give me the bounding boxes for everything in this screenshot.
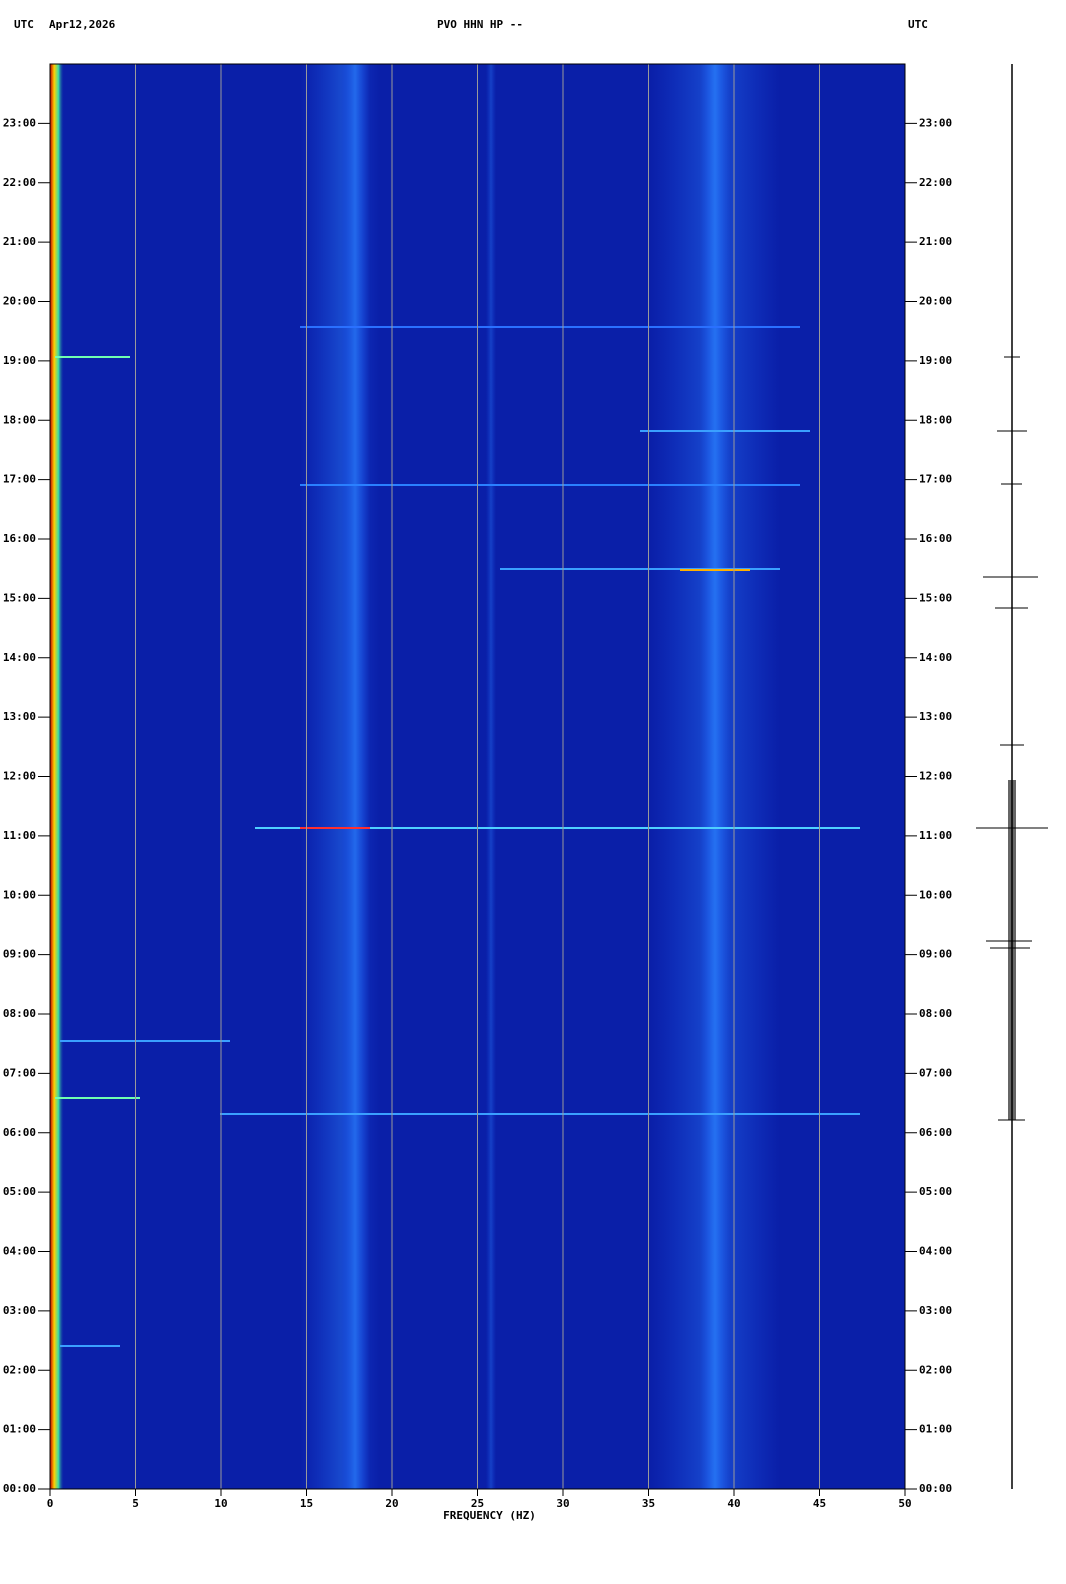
y-tick-label-right: 16:00	[919, 532, 952, 545]
y-tick-label-right: 04:00	[919, 1245, 952, 1258]
x-tick-label: 15	[300, 1497, 313, 1510]
y-tick-label-right: 02:00	[919, 1363, 952, 1376]
y-tick-label-right: 19:00	[919, 354, 952, 367]
x-tick-label: 25	[471, 1497, 484, 1510]
y-tick-label-right: 11:00	[919, 829, 952, 842]
y-tick-label-right: 01:00	[919, 1423, 952, 1436]
y-tick-label: 19:00	[3, 354, 36, 367]
x-tick-label: 45	[813, 1497, 826, 1510]
y-tick-label-right: 21:00	[919, 235, 952, 248]
y-tick-label: 03:00	[3, 1304, 36, 1317]
y-tick-label-right: 06:00	[919, 1126, 952, 1139]
y-tick-label-right: 07:00	[919, 1066, 952, 1079]
y-tick-label: 17:00	[3, 473, 36, 486]
y-tick-label: 15:00	[3, 591, 36, 604]
header-right: UTC	[908, 18, 928, 31]
y-tick-label-right: 20:00	[919, 295, 952, 308]
x-tick-label: 10	[214, 1497, 227, 1510]
y-tick-label: 20:00	[3, 295, 36, 308]
y-tick-label-right: 12:00	[919, 770, 952, 783]
y-tick-label: 22:00	[3, 176, 36, 189]
y-tick-label-right: 09:00	[919, 948, 952, 961]
y-tick-label: 08:00	[3, 1007, 36, 1020]
y-tick-label: 06:00	[3, 1126, 36, 1139]
y-tick-label: 18:00	[3, 413, 36, 426]
y-tick-label-right: 23:00	[919, 116, 952, 129]
y-tick-label: 04:00	[3, 1245, 36, 1258]
x-axis-label: FREQUENCY (HZ)	[443, 1509, 536, 1522]
y-tick-label-right: 14:00	[919, 651, 952, 664]
y-tick-label-right: 08:00	[919, 1007, 952, 1020]
y-tick-label: 14:00	[3, 651, 36, 664]
header-left: UTC	[14, 18, 34, 31]
y-tick-label: 13:00	[3, 710, 36, 723]
y-tick-label-right: 17:00	[919, 473, 952, 486]
y-tick-label: 07:00	[3, 1066, 36, 1079]
seismogram	[976, 64, 1048, 1489]
x-tick-label: 0	[47, 1497, 54, 1510]
date: Apr12,2026	[49, 18, 116, 31]
x-tick-label: 50	[898, 1497, 911, 1510]
y-tick-label: 01:00	[3, 1423, 36, 1436]
y-tick-label-right: 18:00	[919, 413, 952, 426]
y-tick-label: 11:00	[3, 829, 36, 842]
x-tick-label: 20	[385, 1497, 398, 1510]
plot-frame	[49, 63, 906, 1490]
spectrogram-texture	[50, 64, 860, 1489]
y-tick-label: 12:00	[3, 770, 36, 783]
y-tick-label-right: 05:00	[919, 1185, 952, 1198]
y-tick-label: 21:00	[3, 235, 36, 248]
x-tick-label: 5	[132, 1497, 139, 1510]
y-tick-label: 00:00	[3, 1482, 36, 1495]
y-tick-label-right: 10:00	[919, 888, 952, 901]
y-tick-label: 16:00	[3, 532, 36, 545]
y-tick-label-right: 13:00	[919, 710, 952, 723]
y-tick-label-right: 00:00	[919, 1482, 952, 1495]
y-tick-label: 23:00	[3, 116, 36, 129]
y-tick-label-right: 15:00	[919, 591, 952, 604]
chart-title: PVO HHN HP --	[437, 18, 523, 31]
y-tick-label: 09:00	[3, 948, 36, 961]
y-tick-label: 05:00	[3, 1185, 36, 1198]
y-tick-label-right: 22:00	[919, 176, 952, 189]
x-tick-label: 40	[727, 1497, 740, 1510]
x-tick-label: 30	[556, 1497, 569, 1510]
x-tick-label: 35	[642, 1497, 655, 1510]
y-tick-label: 02:00	[3, 1363, 36, 1376]
y-tick-label-right: 03:00	[919, 1304, 952, 1317]
y-tick-label: 10:00	[3, 888, 36, 901]
